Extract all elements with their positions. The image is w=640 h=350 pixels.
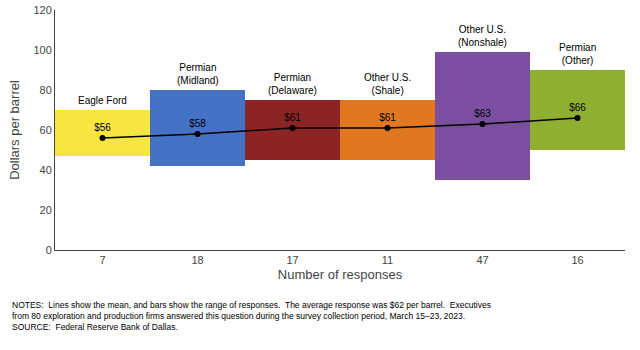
svg-text:Eagle Ford: Eagle Ford: [78, 95, 127, 106]
svg-text:Permian(Midland): Permian(Midland): [177, 62, 219, 86]
svg-text:47: 47: [476, 254, 488, 266]
svg-text:Other U.S.(Nonshale): Other U.S.(Nonshale): [458, 24, 507, 48]
svg-text:Dollars per barrel: Dollars per barrel: [7, 80, 22, 180]
svg-text:Other U.S.(Shale): Other U.S.(Shale): [364, 72, 411, 96]
svg-text:Permian(Other): Permian(Other): [559, 42, 596, 66]
svg-text:NOTES: Lines show the mean, a: NOTES: Lines show the mean, and bars sho…: [12, 300, 491, 332]
svg-text:$63: $63: [474, 108, 491, 119]
svg-text:17: 17: [286, 254, 298, 266]
svg-text:11: 11: [382, 254, 393, 266]
svg-text:Permian(Delaware): Permian(Delaware): [268, 72, 317, 96]
svg-text:100: 100: [33, 44, 51, 56]
svg-text:40: 40: [40, 164, 52, 176]
svg-text:Number of responses: Number of responses: [278, 267, 403, 282]
svg-text:60: 60: [40, 124, 52, 136]
svg-text:16: 16: [571, 254, 583, 266]
svg-text:7: 7: [99, 254, 105, 266]
svg-text:18: 18: [191, 254, 203, 266]
svg-text:$61: $61: [284, 112, 301, 123]
svg-text:$56: $56: [94, 122, 111, 133]
svg-text:$66: $66: [569, 102, 586, 113]
svg-text:20: 20: [40, 204, 52, 216]
svg-text:120: 120: [33, 4, 51, 16]
svg-text:80: 80: [40, 84, 52, 96]
svg-text:$61: $61: [379, 112, 396, 123]
svg-text:$58: $58: [189, 118, 206, 129]
svg-text:0: 0: [46, 244, 52, 256]
